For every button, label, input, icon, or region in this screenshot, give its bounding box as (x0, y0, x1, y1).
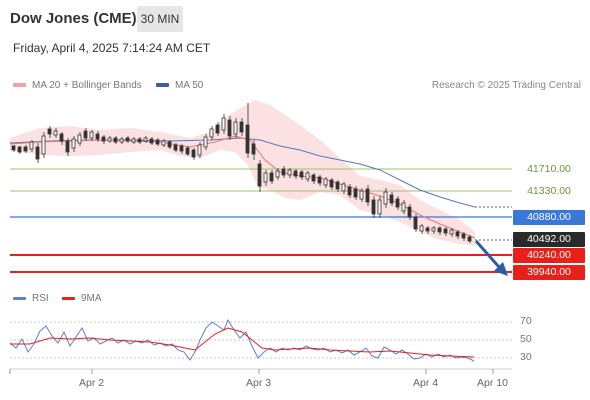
candlesticks (11, 103, 472, 243)
ma9-swatch (62, 296, 75, 300)
ma50-swatch (156, 83, 169, 88)
x-label-apr10: Apr 10 (477, 377, 508, 389)
rsi-label: RSI (32, 293, 49, 304)
legend-rsi: RSI (13, 293, 49, 304)
legend-ma20: MA 20 + Bollinger Bands (13, 80, 142, 91)
rsi-tick-50: 50 (520, 333, 532, 345)
level-39940: 39940.00 (513, 265, 585, 280)
ma50-line (9, 137, 476, 208)
ma20-label: MA 20 + Bollinger Bands (32, 80, 142, 91)
rsi-swatch (13, 296, 26, 300)
instrument-title: Dow Jones (CME) (10, 10, 137, 27)
ma9-label: 9MA (81, 293, 102, 304)
timestamp: Friday, April 4, 2025 7:14:24 AM CET (13, 41, 211, 55)
ma20-swatch (13, 83, 26, 88)
level-40240: 40240.00 (513, 248, 585, 263)
timeframe-button[interactable]: 30 MIN (137, 6, 183, 32)
rsi-9ma-line (10, 327, 475, 358)
x-label-apr3: Apr 3 (246, 377, 272, 389)
level-41330: 41330.00 (513, 184, 585, 199)
rsi-tick-30: 30 (520, 351, 532, 363)
rsi-line (9, 318, 475, 362)
rsi-tick-70: 70 (520, 315, 532, 327)
ma50-label: MA 50 (175, 80, 204, 91)
level-41710: 41710.00 (513, 162, 585, 177)
chart-header: Dow Jones (CME) 30 MIN (0, 0, 590, 38)
credit-text: Research © 2025 Trading Central (431, 80, 581, 91)
forecast-arrow-icon (474, 240, 508, 276)
last-price-label: 40492.00 (513, 232, 585, 247)
legend-9ma: 9MA (62, 293, 102, 304)
x-label-apr2: Apr 2 (79, 377, 105, 389)
level-40880: 40880.00 (513, 210, 585, 225)
x-label-apr4: Apr 4 (413, 377, 439, 389)
bollinger-band (10, 100, 475, 246)
legend-ma50: MA 50 (156, 80, 203, 91)
